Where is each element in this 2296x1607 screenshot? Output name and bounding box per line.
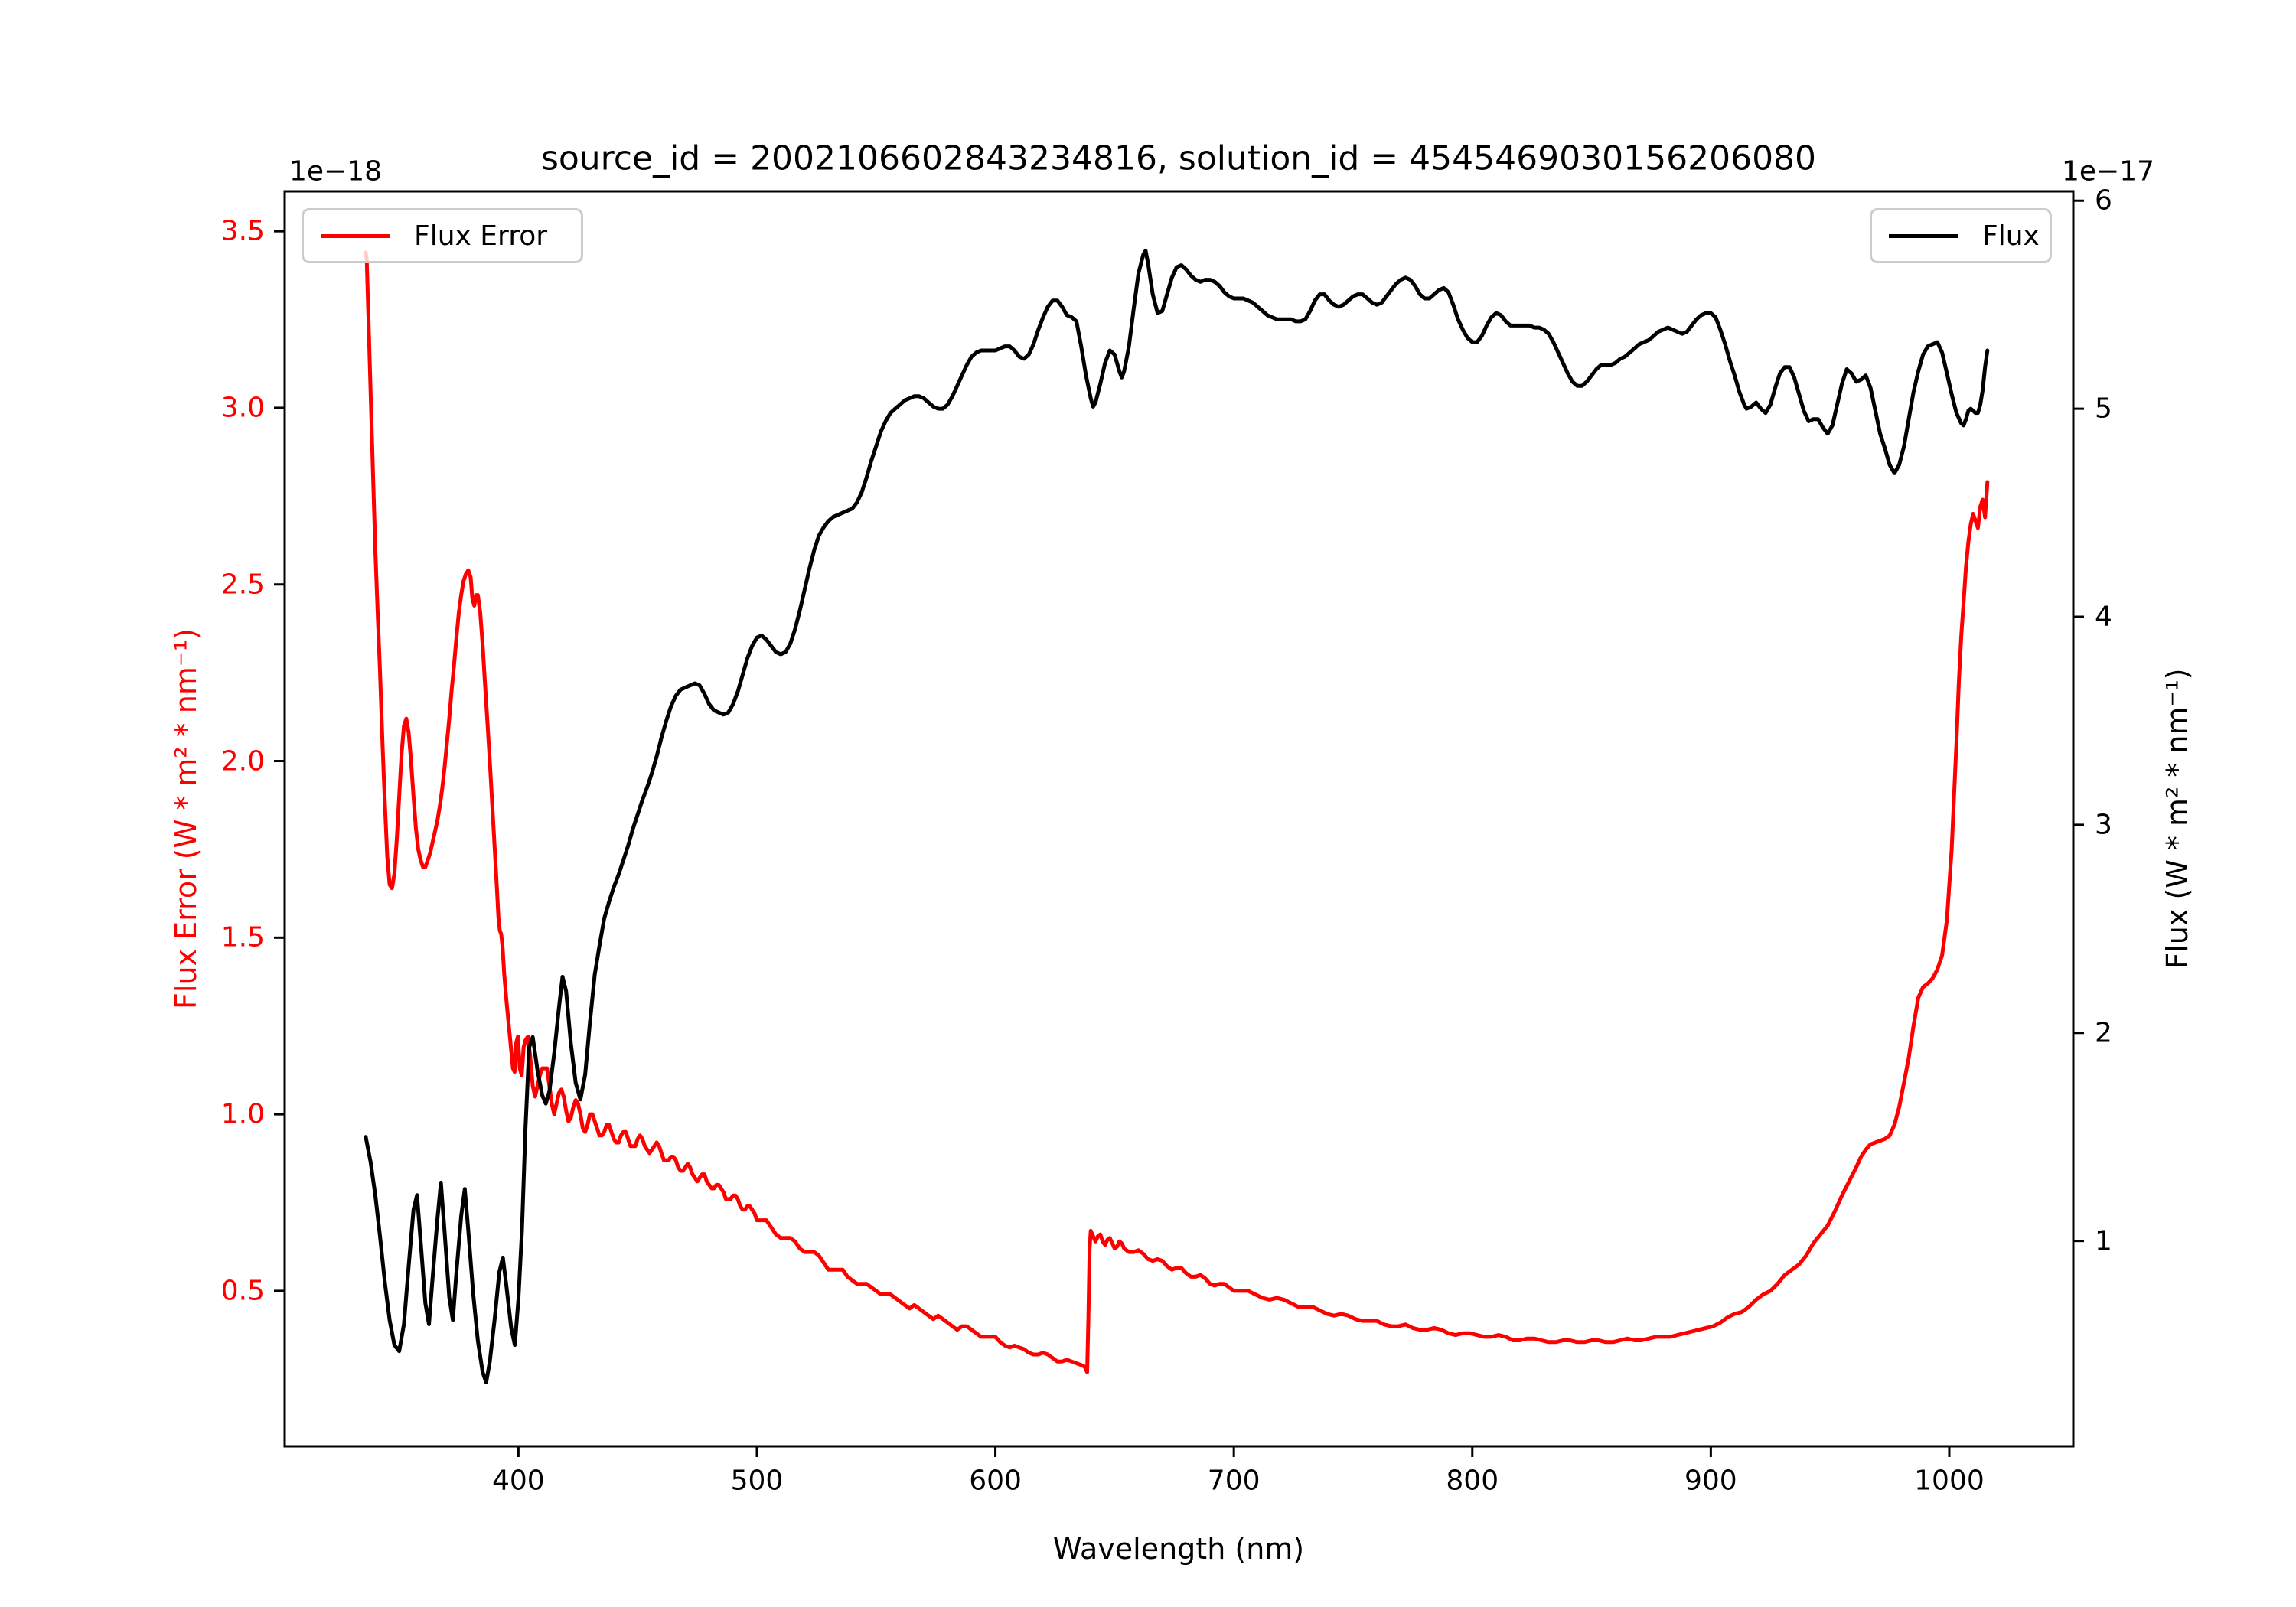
x-tick-label: 900 [1684,1465,1737,1497]
plot-frame [283,190,2075,1448]
y-left-tick-label: 2.5 [220,569,265,601]
right-axis-offset: 1e−17 [2062,155,2155,187]
y-right-tick-label: 2 [2095,1017,2112,1049]
x-axis-label: Wavelength (nm) [1052,1532,1305,1566]
frame-layer [283,190,2075,1448]
y-left-tick-label: 3.5 [220,215,265,247]
chart-title: source_id = 2002106602843234816, solutio… [540,139,1817,178]
flux-error-line-sample [321,233,390,238]
legend-flux-label: Flux [1982,220,2040,252]
flux-curve [364,249,1990,1384]
flux-error-curve [364,250,1990,1374]
x-tick-label: 500 [730,1465,784,1497]
legend-flux[interactable]: Flux [1870,208,2052,263]
curves-layer [364,249,1990,1384]
y-left-tick-label: 3.0 [220,392,265,424]
x-tick-label: 700 [1207,1465,1261,1497]
ticks-layer [274,199,2084,1457]
x-tick-label: 800 [1446,1465,1499,1497]
x-tick-label: 1000 [1914,1465,1985,1497]
y-right-tick-label: 5 [2095,393,2112,425]
y-right-tick-label: 3 [2095,809,2112,841]
legend-flux-error-label: Flux Error [414,220,548,252]
x-tick-label: 600 [969,1465,1022,1497]
left-axis-label: Flux Error (W * m² * nm⁻¹) [169,628,203,1009]
flux-line-sample [1889,233,1958,238]
y-right-tick-label: 1 [2095,1225,2112,1257]
right-axis-label: Flux (W * m² * nm⁻¹) [2161,668,2194,970]
y-right-tick-label: 4 [2095,601,2112,633]
y-left-tick-label: 0.5 [220,1275,265,1307]
x-tick-label: 400 [492,1465,545,1497]
y-left-tick-label: 2.0 [220,745,265,777]
left-axis-offset: 1e−18 [289,155,383,187]
legend-flux-error[interactable]: Flux Error [302,208,583,263]
y-left-tick-label: 1.0 [220,1098,265,1130]
y-right-tick-label: 6 [2095,184,2112,217]
y-left-tick-label: 1.5 [220,921,265,953]
